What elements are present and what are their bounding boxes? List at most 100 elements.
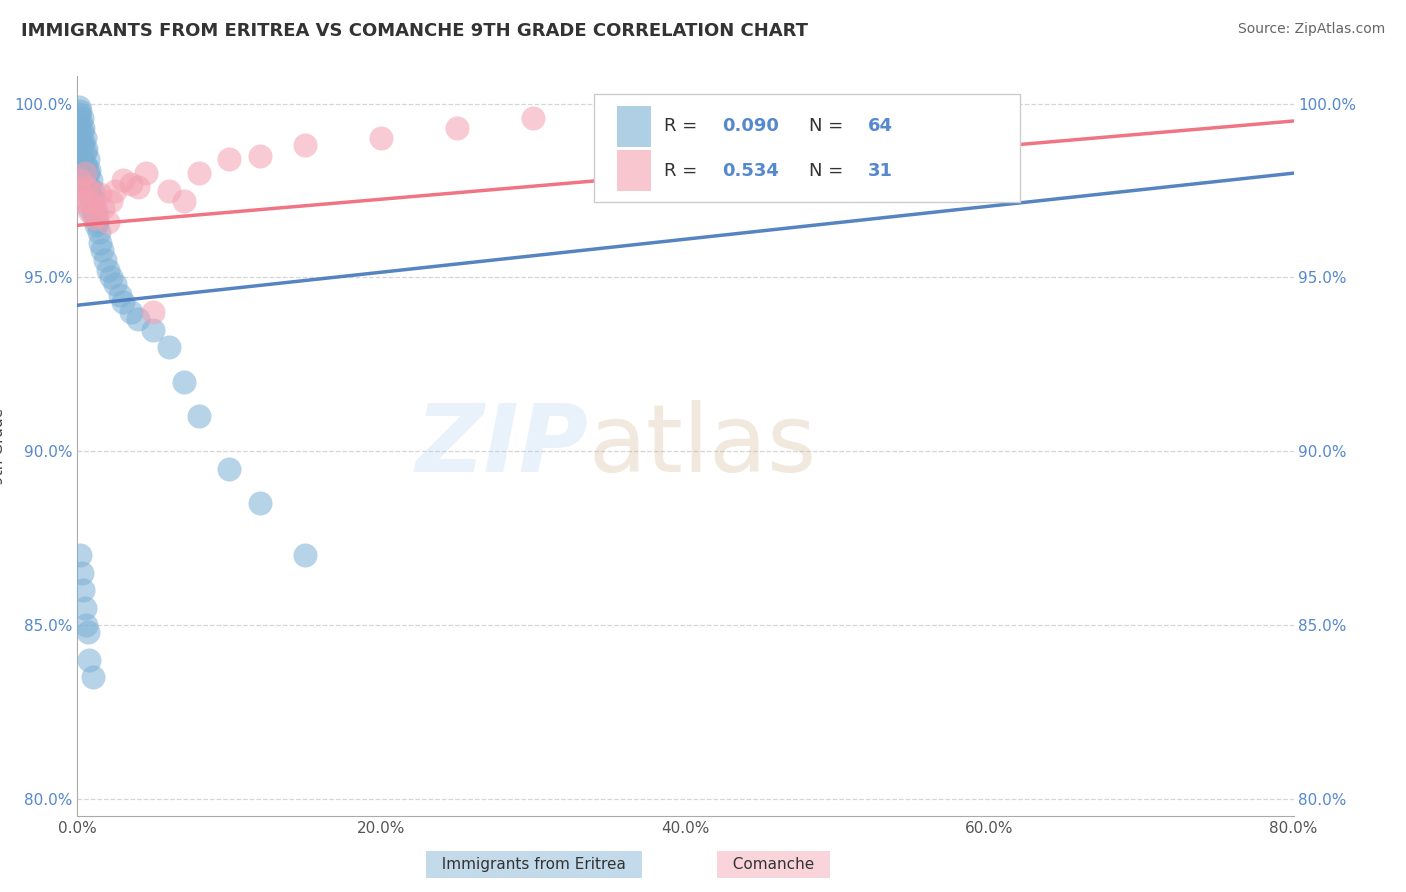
Point xyxy=(97,263,120,277)
Point xyxy=(127,312,149,326)
Point xyxy=(69,149,91,163)
Point xyxy=(69,103,91,118)
Point xyxy=(70,194,93,208)
Point xyxy=(82,670,104,684)
Point xyxy=(67,107,90,121)
Point xyxy=(82,201,104,215)
Point xyxy=(75,618,97,632)
Point xyxy=(93,253,115,268)
Point xyxy=(70,138,93,153)
Point xyxy=(73,166,96,180)
Text: N =: N = xyxy=(810,161,849,179)
Point xyxy=(446,120,468,135)
Point xyxy=(87,225,110,239)
Point xyxy=(77,624,100,639)
Point xyxy=(83,211,105,226)
Point xyxy=(70,173,93,187)
Point xyxy=(75,159,97,173)
Point xyxy=(77,194,100,208)
Text: Immigrants from Eritrea: Immigrants from Eritrea xyxy=(433,857,636,872)
Point xyxy=(72,153,94,167)
Point xyxy=(80,190,103,204)
Point xyxy=(67,184,90,198)
Point xyxy=(67,100,90,114)
Text: 0.090: 0.090 xyxy=(721,117,779,136)
Point xyxy=(104,184,127,198)
Point xyxy=(67,120,90,135)
Text: 31: 31 xyxy=(868,161,893,179)
Point xyxy=(249,149,271,163)
Point xyxy=(72,135,94,149)
Point xyxy=(73,131,96,145)
Point xyxy=(73,145,96,160)
Point xyxy=(72,583,94,598)
Point xyxy=(73,184,96,198)
Point xyxy=(72,169,94,184)
Point xyxy=(294,138,316,153)
Point xyxy=(72,120,94,135)
Bar xyxy=(617,106,651,146)
Point xyxy=(69,114,91,128)
Y-axis label: 9th Grade: 9th Grade xyxy=(0,408,6,484)
Point xyxy=(80,184,103,198)
Point xyxy=(89,235,111,250)
Point xyxy=(108,287,131,301)
Point xyxy=(69,131,91,145)
Point xyxy=(173,194,195,208)
Point xyxy=(120,177,142,191)
Point xyxy=(77,166,100,180)
Text: 64: 64 xyxy=(868,117,893,136)
Point xyxy=(188,166,211,180)
Point xyxy=(70,566,93,580)
Point xyxy=(104,277,127,292)
Point xyxy=(157,340,180,354)
Text: R =: R = xyxy=(664,117,703,136)
Point xyxy=(69,549,91,563)
Point xyxy=(84,219,107,233)
FancyBboxPatch shape xyxy=(595,95,1019,202)
Point xyxy=(100,270,122,285)
Point xyxy=(111,173,134,187)
Point xyxy=(142,322,165,336)
Point xyxy=(97,215,120,229)
Point xyxy=(73,162,96,177)
Point xyxy=(75,177,97,191)
Point xyxy=(70,155,93,169)
Point xyxy=(111,294,134,309)
Point xyxy=(157,184,180,198)
Point xyxy=(75,180,97,194)
Point xyxy=(69,173,91,187)
Point xyxy=(86,215,108,229)
Point xyxy=(79,653,101,667)
Text: atlas: atlas xyxy=(588,400,817,492)
Point xyxy=(79,180,101,194)
Text: Comanche: Comanche xyxy=(723,857,824,872)
Text: Source: ZipAtlas.com: Source: ZipAtlas.com xyxy=(1237,22,1385,37)
Point xyxy=(522,111,544,125)
Point xyxy=(83,208,105,222)
Point xyxy=(79,201,101,215)
Point xyxy=(675,100,697,114)
Point xyxy=(77,153,100,167)
Point xyxy=(77,184,100,198)
Point xyxy=(370,131,392,145)
Point xyxy=(100,194,122,208)
Point xyxy=(79,162,101,177)
Text: ZIP: ZIP xyxy=(415,400,588,492)
Point xyxy=(75,142,97,156)
Point xyxy=(82,184,104,198)
Point xyxy=(83,194,105,208)
Point xyxy=(80,173,103,187)
Bar xyxy=(617,150,651,191)
Point xyxy=(294,549,316,563)
Text: 0.534: 0.534 xyxy=(721,161,779,179)
Point xyxy=(120,305,142,319)
Point xyxy=(173,375,195,389)
Point xyxy=(70,111,93,125)
Point xyxy=(73,600,96,615)
Point xyxy=(188,409,211,424)
Point xyxy=(90,243,112,257)
Text: N =: N = xyxy=(810,117,849,136)
Point xyxy=(84,204,107,219)
Point xyxy=(86,208,108,222)
